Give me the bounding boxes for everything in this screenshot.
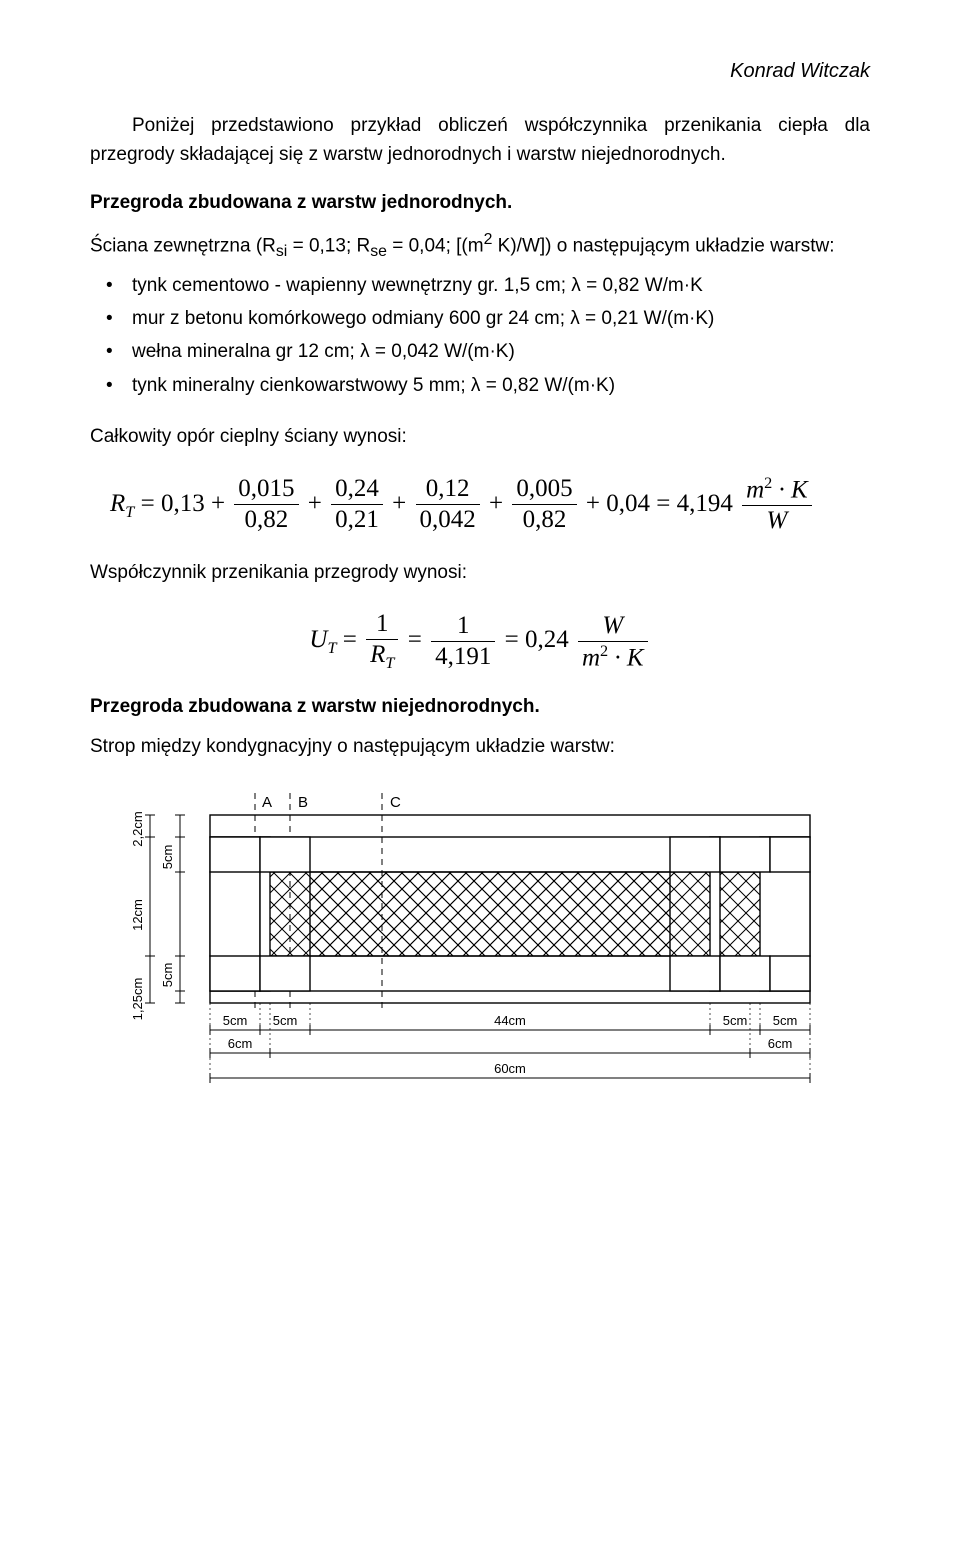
author-name: Konrad Witczak <box>90 60 870 83</box>
svg-text:1,25cm: 1,25cm <box>130 978 145 1021</box>
svg-text:44cm: 44cm <box>494 1013 526 1028</box>
list-item: mur z betonu komórkowego odmiany 600 gr … <box>90 304 870 333</box>
section2-heading: Przegroda zbudowana z warstw niejednorod… <box>90 696 870 718</box>
svg-text:6cm: 6cm <box>228 1036 253 1051</box>
equation-rt: RT = 0,13 + 0,0150,82 + 0,240,21 + 0,120… <box>90 474 870 536</box>
svg-text:C: C <box>390 794 401 811</box>
total-resistance-label: Całkowity opór cieplny ściany wynosi: <box>90 422 870 451</box>
svg-text:5cm: 5cm <box>223 1013 248 1028</box>
section2-paragraph: Strop między kondygnacyjny o następujący… <box>90 732 870 761</box>
svg-text:5cm: 5cm <box>723 1013 748 1028</box>
svg-text:12cm: 12cm <box>130 900 145 932</box>
svg-text:5cm: 5cm <box>160 963 175 988</box>
layer-list: tynk cementowo - wapienny wewnętrzny gr.… <box>90 271 870 401</box>
svg-text:B: B <box>298 794 308 811</box>
uvalue-label: Współczynnik przenikania przegrody wynos… <box>90 558 870 587</box>
equation-ut: UT = 1 RT = 1 4,191 = 0,24 W m2 · K <box>90 609 870 674</box>
floor-section-diagram: A B C <box>90 785 870 1095</box>
svg-text:2,2cm: 2,2cm <box>130 812 145 847</box>
list-item: tynk cementowo - wapienny wewnętrzny gr.… <box>90 271 870 300</box>
svg-text:6cm: 6cm <box>768 1036 793 1051</box>
svg-text:5cm: 5cm <box>773 1013 798 1028</box>
svg-text:60cm: 60cm <box>494 1061 526 1076</box>
list-item: wełna mineralna gr 12 cm; λ = 0,042 W/(m… <box>90 337 870 366</box>
intro-paragraph: Poniżej przedstawiono przykład obliczeń … <box>90 111 870 170</box>
section-letters: A B C <box>262 794 401 811</box>
svg-text:A: A <box>262 794 272 811</box>
list-item: tynk mineralny cienkowarstwowy 5 mm; λ =… <box>90 371 870 400</box>
svg-text:5cm: 5cm <box>273 1013 298 1028</box>
svg-text:5cm: 5cm <box>160 845 175 870</box>
section1-prelist: Ściana zewnętrzna (Rsi = 0,13; Rse = 0,0… <box>90 228 870 265</box>
section1-heading: Przegroda zbudowana z warstw jednorodnyc… <box>90 192 870 214</box>
